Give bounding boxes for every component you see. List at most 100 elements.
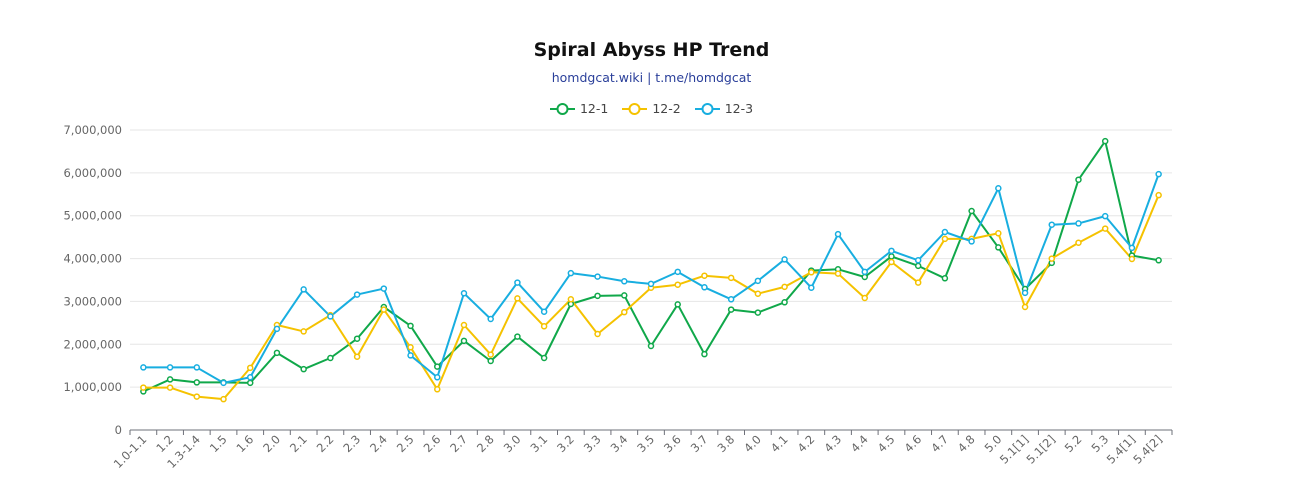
data-point-12-2[interactable] bbox=[1048, 255, 1056, 262]
data-point-12-3[interactable] bbox=[353, 291, 361, 298]
data-point-12-3[interactable] bbox=[193, 364, 201, 371]
data-point-12-3[interactable] bbox=[487, 315, 494, 323]
data-point-12-1[interactable] bbox=[540, 354, 548, 362]
data-point-12-3[interactable] bbox=[300, 286, 307, 293]
data-point-12-2[interactable] bbox=[674, 281, 681, 288]
data-point-12-1[interactable] bbox=[407, 322, 414, 330]
data-point-12-2[interactable] bbox=[220, 395, 227, 403]
data-point-12-1[interactable] bbox=[514, 333, 521, 340]
data-point-12-3[interactable] bbox=[674, 268, 681, 276]
data-point-12-2[interactable] bbox=[487, 351, 494, 358]
data-point-12-2[interactable] bbox=[834, 270, 842, 277]
data-point-12-3[interactable] bbox=[514, 279, 521, 286]
data-point-12-3[interactable] bbox=[1021, 289, 1029, 297]
data-point-12-1[interactable] bbox=[701, 350, 708, 358]
data-point-12-2[interactable] bbox=[166, 384, 174, 391]
data-point-12-3[interactable] bbox=[594, 273, 601, 280]
data-point-12-3[interactable] bbox=[968, 238, 975, 245]
data-point-12-2[interactable] bbox=[193, 393, 201, 400]
data-point-12-3[interactable] bbox=[140, 364, 147, 371]
data-point-12-3[interactable] bbox=[888, 247, 895, 255]
data-point-12-3[interactable] bbox=[460, 290, 468, 297]
data-point-12-2[interactable] bbox=[380, 306, 388, 313]
data-point-12-2[interactable] bbox=[1021, 303, 1029, 311]
data-point-12-3[interactable] bbox=[246, 374, 254, 381]
data-point-12-3[interactable] bbox=[380, 285, 388, 292]
data-point-12-2[interactable] bbox=[1155, 191, 1162, 199]
data-point-12-1[interactable] bbox=[861, 273, 868, 281]
data-point-12-2[interactable] bbox=[727, 274, 735, 282]
data-point-12-1[interactable] bbox=[487, 357, 494, 365]
data-point-12-1[interactable] bbox=[166, 376, 174, 383]
data-point-12-3[interactable] bbox=[1155, 170, 1162, 178]
data-point-12-2[interactable] bbox=[621, 308, 628, 316]
data-point-12-1[interactable] bbox=[193, 379, 201, 386]
data-point-12-3[interactable] bbox=[1128, 244, 1136, 252]
data-point-12-3[interactable] bbox=[781, 256, 788, 263]
legend-item-12-3[interactable]: 12-3 bbox=[694, 101, 753, 116]
data-point-12-1[interactable] bbox=[300, 365, 307, 373]
data-point-12-2[interactable] bbox=[434, 386, 441, 393]
legend-item-12-2[interactable]: 12-2 bbox=[622, 101, 681, 116]
data-point-12-1[interactable] bbox=[647, 342, 655, 350]
data-point-12-1[interactable] bbox=[353, 335, 361, 342]
data-point-12-1[interactable] bbox=[914, 262, 922, 270]
data-point-12-2[interactable] bbox=[941, 235, 949, 243]
data-point-12-2[interactable] bbox=[407, 344, 414, 351]
data-point-12-2[interactable] bbox=[781, 283, 788, 291]
data-point-12-1[interactable] bbox=[434, 363, 441, 370]
data-point-12-3[interactable] bbox=[273, 325, 281, 333]
data-point-12-1[interactable] bbox=[1075, 176, 1082, 183]
data-point-12-3[interactable] bbox=[914, 257, 922, 264]
data-point-12-3[interactable] bbox=[407, 352, 414, 359]
data-point-12-1[interactable] bbox=[727, 306, 735, 313]
data-point-12-3[interactable] bbox=[995, 185, 1002, 192]
legend-item-12-1[interactable]: 12-1 bbox=[549, 101, 608, 116]
data-point-12-2[interactable] bbox=[1075, 239, 1082, 246]
data-point-12-3[interactable] bbox=[861, 268, 868, 276]
data-point-12-2[interactable] bbox=[701, 272, 708, 279]
data-point-12-1[interactable] bbox=[968, 207, 975, 215]
data-point-12-1[interactable] bbox=[460, 337, 468, 345]
data-point-12-3[interactable] bbox=[701, 284, 708, 291]
data-point-12-3[interactable] bbox=[327, 313, 334, 320]
data-point-12-3[interactable] bbox=[621, 278, 628, 285]
data-point-12-3[interactable] bbox=[1048, 221, 1056, 228]
data-point-12-2[interactable] bbox=[861, 294, 868, 302]
data-point-12-2[interactable] bbox=[995, 230, 1002, 237]
data-point-12-3[interactable] bbox=[647, 280, 655, 288]
data-point-12-2[interactable] bbox=[754, 290, 762, 297]
data-point-12-2[interactable] bbox=[1128, 255, 1136, 263]
data-point-12-3[interactable] bbox=[567, 269, 575, 277]
data-point-12-3[interactable] bbox=[540, 308, 548, 315]
data-point-12-2[interactable] bbox=[460, 321, 468, 329]
data-point-12-1[interactable] bbox=[888, 253, 895, 260]
data-point-12-1[interactable] bbox=[1155, 257, 1162, 264]
data-point-12-3[interactable] bbox=[834, 230, 842, 238]
data-point-12-2[interactable] bbox=[594, 330, 601, 338]
data-point-12-2[interactable] bbox=[540, 323, 548, 330]
data-point-12-3[interactable] bbox=[434, 374, 441, 381]
data-point-12-3[interactable] bbox=[1101, 212, 1109, 220]
data-point-12-2[interactable] bbox=[888, 258, 895, 266]
data-point-12-1[interactable] bbox=[327, 354, 334, 362]
data-point-12-3[interactable] bbox=[220, 379, 227, 387]
data-point-12-3[interactable] bbox=[727, 296, 735, 303]
data-point-12-3[interactable] bbox=[754, 277, 762, 285]
data-point-12-2[interactable] bbox=[353, 353, 361, 360]
data-point-12-2[interactable] bbox=[567, 296, 575, 303]
data-point-12-2[interactable] bbox=[140, 384, 147, 391]
data-point-12-3[interactable] bbox=[1075, 220, 1082, 227]
data-point-12-1[interactable] bbox=[674, 301, 681, 308]
data-point-12-1[interactable] bbox=[273, 349, 281, 357]
data-point-12-2[interactable] bbox=[808, 269, 815, 276]
data-point-12-3[interactable] bbox=[941, 228, 949, 236]
data-point-12-1[interactable] bbox=[941, 275, 949, 282]
data-point-12-1[interactable] bbox=[754, 309, 762, 316]
data-point-12-2[interactable] bbox=[514, 295, 521, 302]
data-point-12-2[interactable] bbox=[300, 328, 307, 335]
data-point-12-1[interactable] bbox=[781, 299, 788, 306]
data-point-12-2[interactable] bbox=[914, 279, 922, 286]
data-point-12-3[interactable] bbox=[808, 284, 815, 291]
data-point-12-2[interactable] bbox=[1101, 225, 1109, 232]
